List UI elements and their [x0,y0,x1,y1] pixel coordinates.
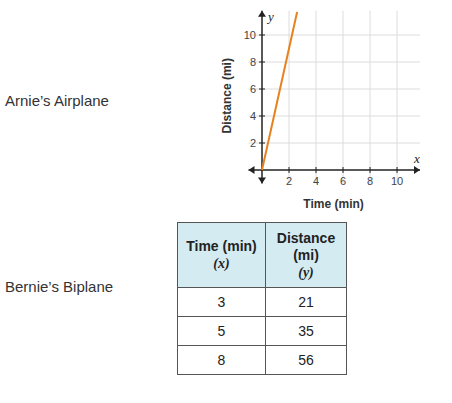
tick-label: 10 [244,29,256,41]
tick [316,167,317,173]
tick-label: 4 [250,110,256,122]
table: Time (min) (x) Distance (mi) (y) 321535856 [177,222,347,375]
tick [259,62,265,63]
arrow [249,166,255,174]
grid-line [249,89,421,90]
x-axis [249,169,421,171]
row: 321 [178,288,347,317]
tick [259,143,265,144]
header-cell: Time (min) (x) [178,223,266,288]
y-axis-title: Distance (mi) [220,58,234,133]
header-text: (x) [213,256,229,271]
row-label: Arnie’s Airplane [5,92,109,109]
row: 856 [178,346,347,375]
tick [259,89,265,90]
tick-label: 8 [367,175,373,187]
tick-label: 6 [340,175,346,187]
arrow [258,11,266,17]
tick-label: 2 [250,137,256,149]
tick-label: 2 [286,175,292,187]
tick [289,167,290,173]
plot-area [262,12,297,170]
header-row: Time (min) (x) Distance (mi) (y) [178,223,347,288]
header-cell: Distance (mi) (y) [266,223,347,288]
tick [397,167,398,173]
cell: 21 [266,288,347,317]
tick [259,35,265,36]
x-axis-title: Time (min) [303,197,363,211]
grid-line [249,62,421,63]
cell: 56 [266,346,347,375]
grid-line [249,143,421,144]
arrow [414,166,420,174]
arrow [258,178,266,184]
chart: 2 4 6 8 10 2 4 6 8 10 x y Time (min) Distance (mi) [0,0,452,220]
grid-line [316,11,317,184]
cell: 8 [178,346,266,375]
grid-line [249,35,421,36]
grid-line [397,11,398,184]
y-axis [261,11,263,184]
header-text: (y) [298,265,314,280]
axis-name: x [413,151,420,166]
data-line [262,12,297,170]
grid-line [370,11,371,184]
tick [343,167,344,173]
tick-label: 10 [391,175,403,187]
grid-line [289,11,290,184]
header-text: Distance (mi) [277,230,335,263]
grid-line [343,11,344,184]
tick [259,116,265,117]
header-text: Time (min) [186,238,257,254]
axis-name: y [266,9,274,24]
tick-label: 6 [250,83,256,95]
tick-label: 8 [250,56,256,68]
cell: 35 [266,317,347,346]
cell: 5 [178,317,266,346]
row: 535 [178,317,347,346]
cell: 3 [178,288,266,317]
row-label: Bernie’s Biplane [5,278,113,295]
tick [370,167,371,173]
tick-label: 4 [313,175,319,187]
